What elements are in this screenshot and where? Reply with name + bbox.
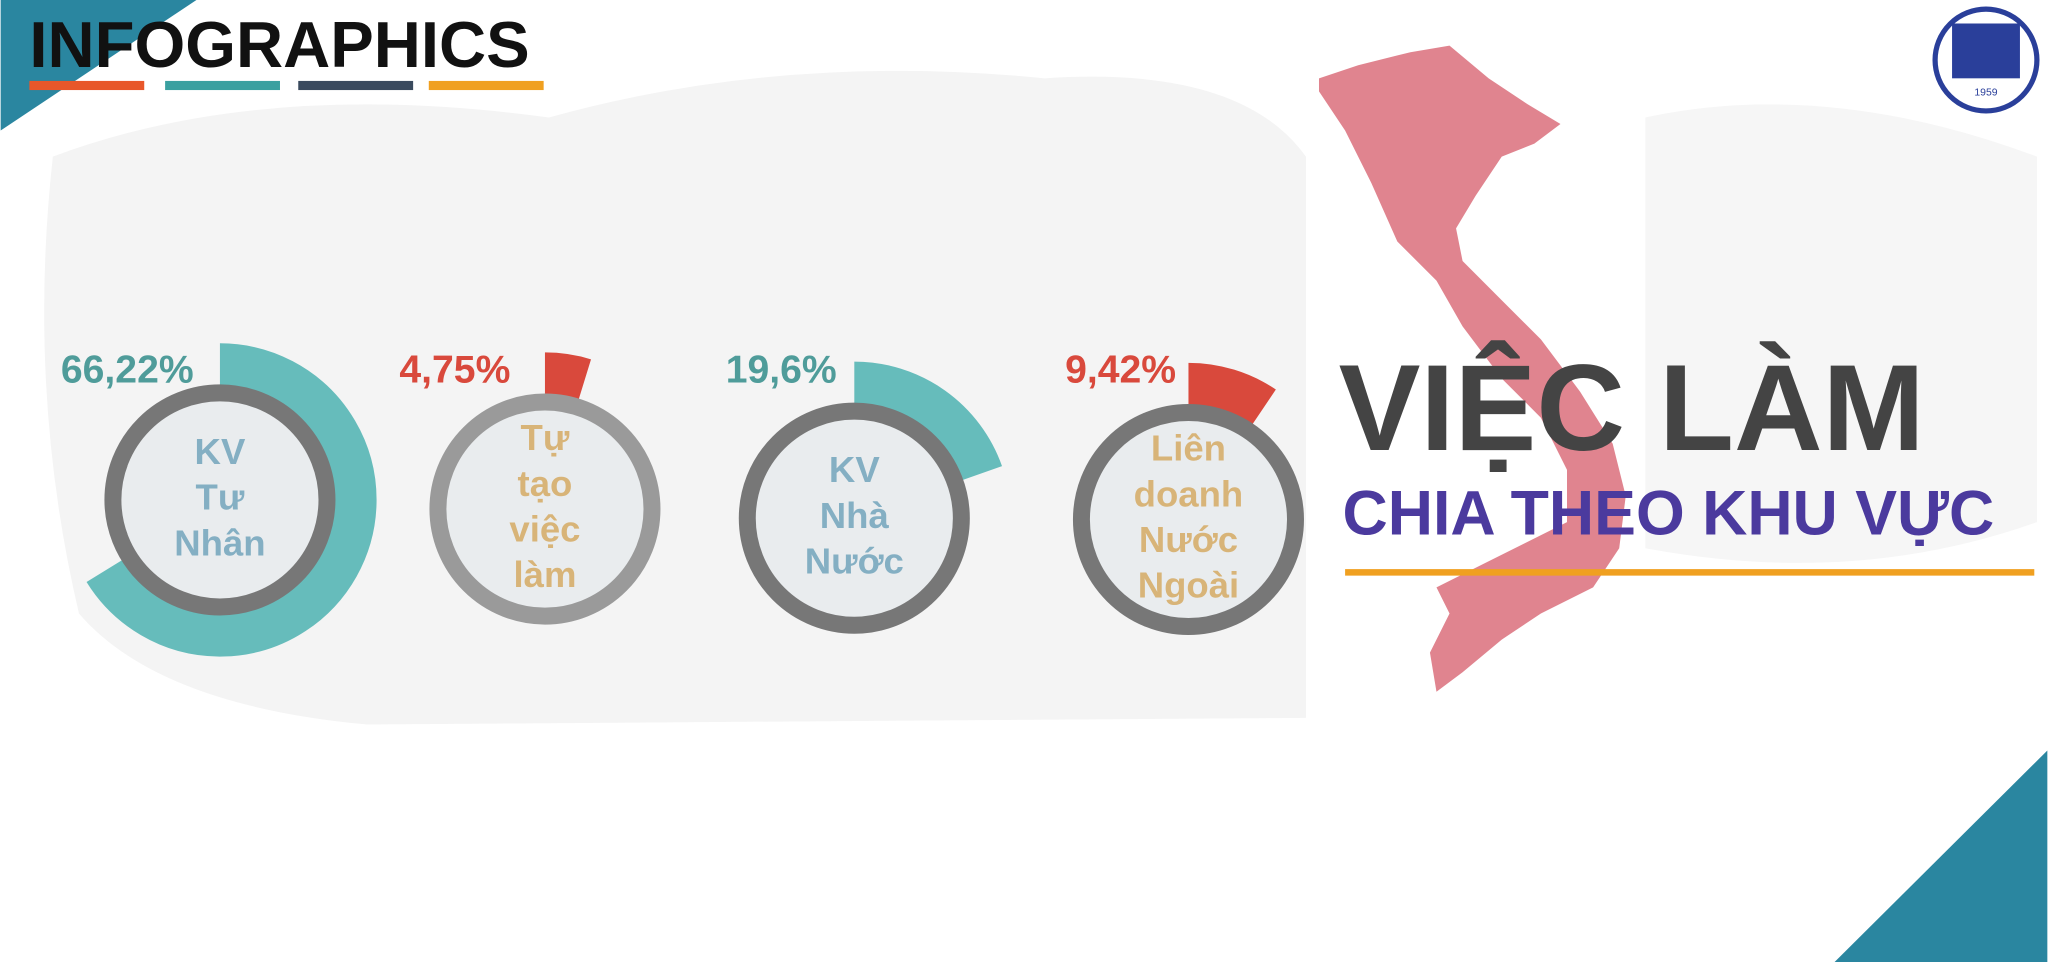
- ring-arc: [86, 343, 377, 657]
- rings: 66,22%KVTưNhân4,75%Tựtạoviệclàm19,6%KVNh…: [61, 343, 1304, 657]
- ring-label: Ngoài: [1138, 565, 1239, 606]
- corner-triangle: [1834, 750, 2048, 962]
- ring-label: KV: [829, 449, 880, 490]
- inner-circle: [738, 402, 970, 634]
- ring-label: KV: [195, 431, 246, 472]
- inner-circle: [104, 384, 336, 616]
- header-title: INFOGRAPHICS: [29, 8, 529, 81]
- headline-underline: [1345, 569, 2035, 576]
- ring-label: Nước: [1139, 519, 1238, 560]
- logo-emblem: [1952, 23, 2020, 79]
- ring-label: doanh: [1134, 473, 1244, 514]
- value-label: 4,75%: [399, 348, 510, 391]
- ring-label: Nhân: [174, 522, 265, 563]
- ring-label: Liên: [1151, 428, 1226, 469]
- ring-label: việc: [509, 509, 580, 550]
- ring-arc: [1187, 362, 1276, 425]
- ring-label: Nhà: [820, 495, 890, 536]
- header-bar: [29, 80, 145, 91]
- value-label: 19,6%: [726, 348, 837, 391]
- background-map: [1645, 104, 2037, 563]
- logo-year: 1959: [1974, 87, 1997, 98]
- ring-label: tạo: [518, 463, 573, 504]
- headline-title: VIỆC LÀM: [1339, 339, 1925, 476]
- corner-triangle: [0, 0, 197, 131]
- inner-circle: [1072, 403, 1304, 636]
- header-bar: [165, 80, 280, 91]
- ring-arc: [544, 352, 592, 400]
- ring-label: Nước: [805, 541, 904, 582]
- value-label: 66,22%: [61, 348, 194, 391]
- value-label: 9,42%: [1065, 348, 1176, 391]
- header-bar: [298, 80, 414, 91]
- ring-label: Tự: [521, 417, 570, 458]
- headline-subtitle: CHIA THEO KHU VỰC: [1342, 479, 1994, 549]
- inner-circle: [429, 393, 661, 625]
- ring-label: làm: [513, 554, 576, 595]
- header-bar: [428, 80, 544, 91]
- ring-label: Tư: [196, 477, 245, 518]
- ring-arc: [853, 361, 1003, 481]
- vietnam-map: [1318, 45, 1626, 692]
